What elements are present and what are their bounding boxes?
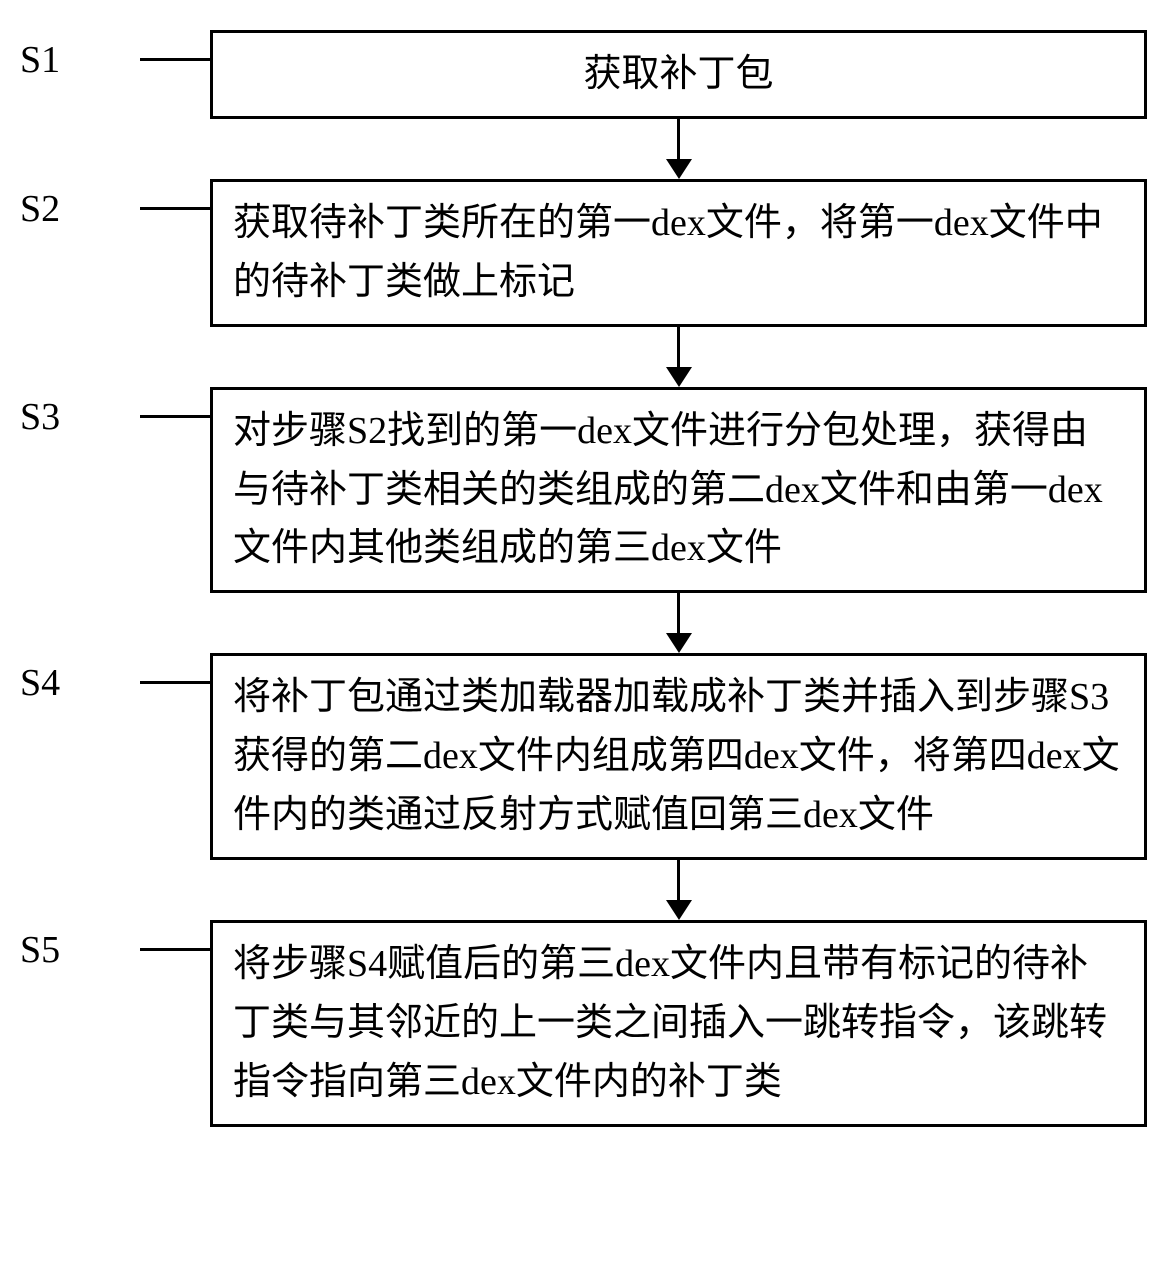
step-s1-row: S1 获取补丁包 (20, 30, 1147, 119)
step-s4-label: S4 (20, 653, 140, 705)
step-s1-label: S1 (20, 30, 140, 82)
step-s3-box: 对步骤S2找到的第一dex文件进行分包处理，获得由与待补丁类相关的类组成的第二d… (210, 387, 1147, 594)
arrow-s2-s3 (115, 327, 1167, 387)
step-s5-row: S5 将步骤S4赋值后的第三dex文件内且带有标记的待补丁类与其邻近的上一类之间… (20, 920, 1147, 1127)
flowchart-container: S1 获取补丁包 S2 获取待补丁类所在的第一dex文件，将第一dex文件中的待… (20, 30, 1147, 1127)
step-s3-connector (140, 387, 210, 594)
step-s5-connector (140, 920, 210, 1127)
step-s2-label: S2 (20, 179, 140, 231)
step-s3-label: S3 (20, 387, 140, 439)
step-s2-connector (140, 179, 210, 327)
arrow-s3-s4 (115, 593, 1167, 653)
step-s1-box: 获取补丁包 (210, 30, 1147, 119)
step-s1-connector (140, 30, 210, 119)
step-s4-box: 将补丁包通过类加载器加载成补丁类并插入到步骤S3获得的第二dex文件内组成第四d… (210, 653, 1147, 860)
step-s5-label: S5 (20, 920, 140, 972)
step-s2-row: S2 获取待补丁类所在的第一dex文件，将第一dex文件中的待补丁类做上标记 (20, 179, 1147, 327)
step-s4-row: S4 将补丁包通过类加载器加载成补丁类并插入到步骤S3获得的第二dex文件内组成… (20, 653, 1147, 860)
step-s5-box: 将步骤S4赋值后的第三dex文件内且带有标记的待补丁类与其邻近的上一类之间插入一… (210, 920, 1147, 1127)
step-s3-row: S3 对步骤S2找到的第一dex文件进行分包处理，获得由与待补丁类相关的类组成的… (20, 387, 1147, 594)
step-s2-box: 获取待补丁类所在的第一dex文件，将第一dex文件中的待补丁类做上标记 (210, 179, 1147, 327)
step-s4-connector (140, 653, 210, 860)
arrow-s4-s5 (115, 860, 1167, 920)
arrow-s1-s2 (115, 119, 1167, 179)
